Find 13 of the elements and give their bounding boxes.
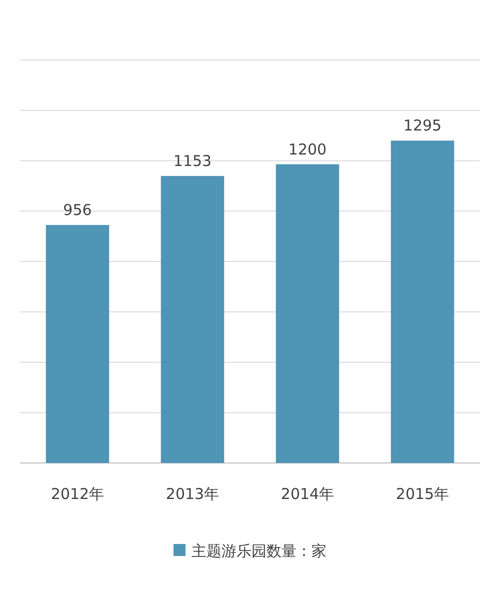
bar [276, 164, 340, 463]
data-label: 1153 [173, 152, 212, 170]
bar [390, 140, 454, 463]
x-tick-label: 2013年 [166, 485, 220, 503]
x-tick-label: 2014年 [280, 485, 334, 503]
bar [46, 224, 110, 463]
x-tick-label: 2012年 [50, 485, 104, 503]
legend-label: 主题游乐园数量：家 [192, 542, 326, 560]
x-tick-label: 2015年 [396, 485, 450, 503]
data-label: 1295 [403, 116, 442, 135]
bar [160, 176, 224, 463]
data-label: 1200 [288, 140, 327, 158]
data-label: 956 [63, 200, 92, 219]
